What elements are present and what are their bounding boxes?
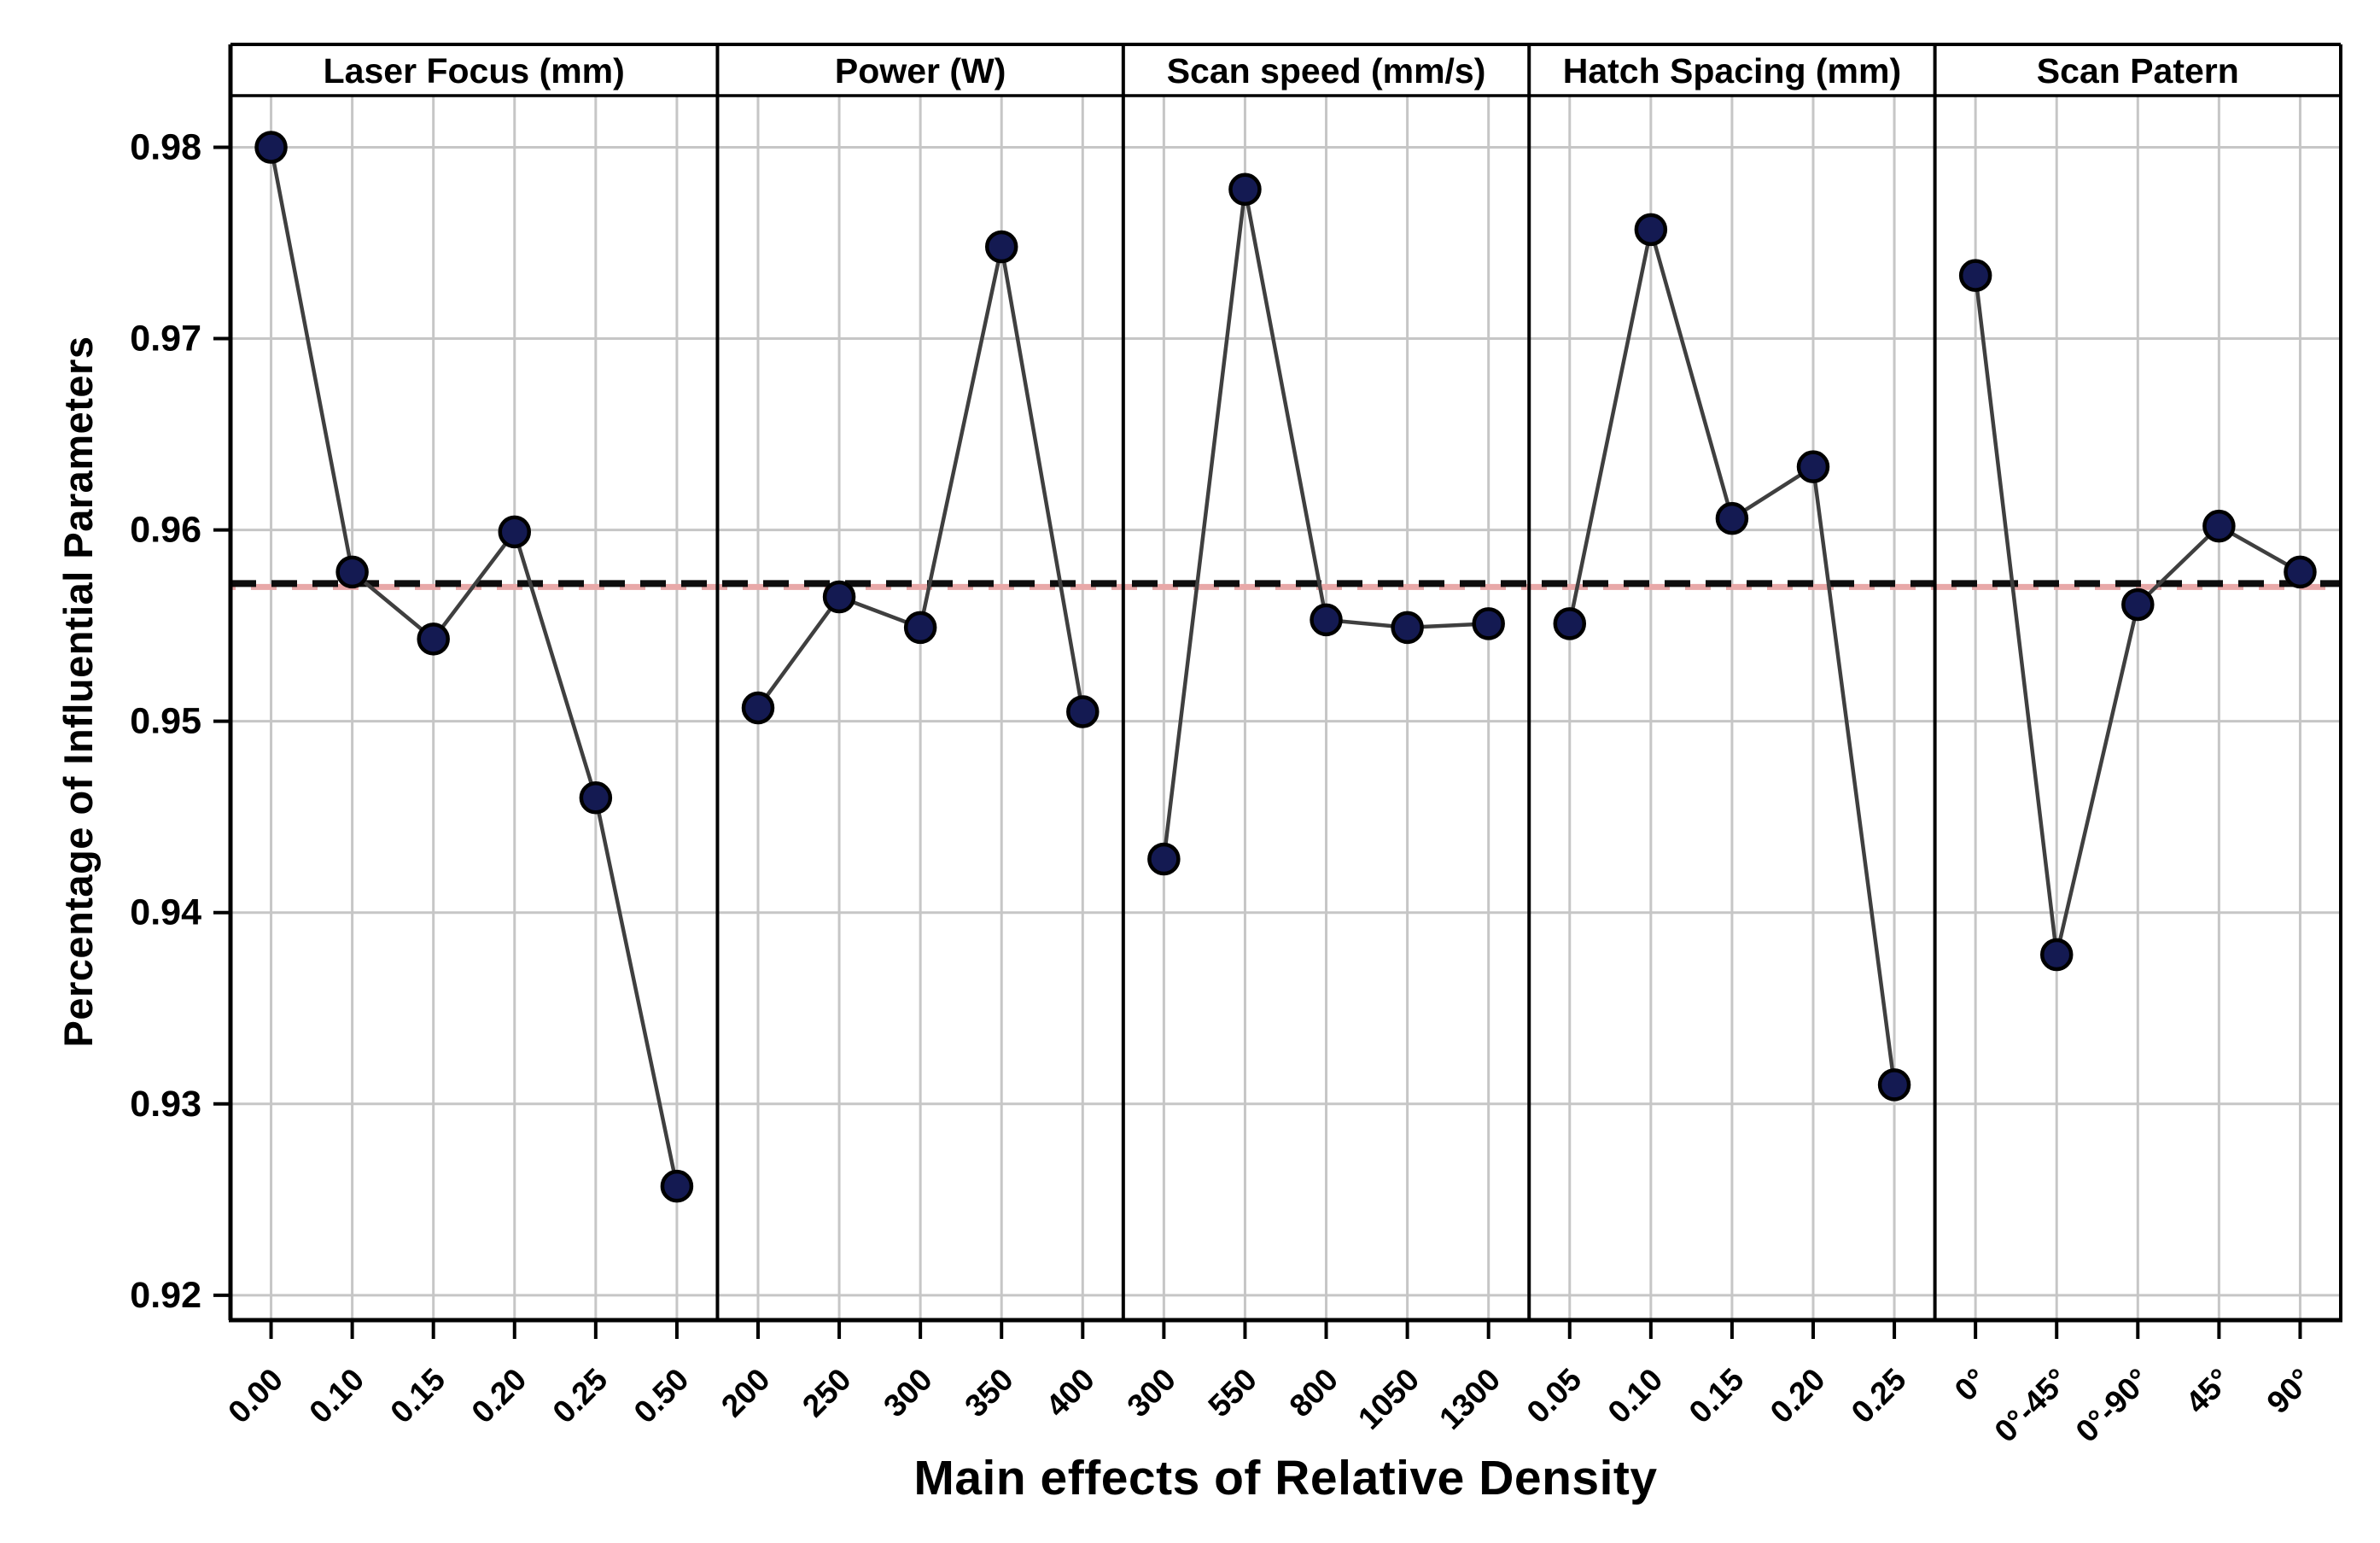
data-point (1147, 842, 1181, 876)
data-point (2202, 509, 2236, 543)
data-point (1958, 259, 1992, 292)
panel-header-label: Scan Patern (2037, 51, 2239, 91)
x-tick-label: 0.10 (1601, 1362, 1670, 1430)
data-point (2121, 587, 2155, 622)
x-tick-label: 350 (958, 1362, 1020, 1424)
y-tick-label: 0.96 (130, 510, 201, 551)
data-point (1228, 172, 1262, 207)
data-point (903, 611, 937, 645)
data-point (579, 781, 613, 815)
data-point (254, 131, 288, 164)
data-point (822, 580, 856, 614)
x-tick-label: 0.50 (627, 1362, 696, 1430)
data-point (1634, 213, 1668, 247)
data-point (2039, 938, 2074, 972)
x-tick-label: 0.25 (1845, 1362, 1913, 1430)
data-point (1310, 603, 1343, 637)
y-tick-label: 0.95 (130, 701, 201, 742)
x-tick-label: 0.20 (1764, 1362, 1832, 1430)
x-tick-label: 800 (1283, 1362, 1345, 1424)
data-point (1391, 611, 1424, 645)
x-tick-label: 0.00 (221, 1362, 289, 1430)
x-tick-label: 300 (877, 1362, 939, 1424)
data-point (1715, 501, 1749, 535)
data-point (1796, 450, 1830, 483)
panel-header-label: Hatch Spacing (mm) (1563, 51, 1901, 91)
panel-header-label: Power (W) (835, 51, 1006, 91)
x-tick-label: 0.05 (1520, 1362, 1589, 1430)
data-point (1553, 607, 1587, 640)
panel-header-label: Scan speed (mm/s) (1167, 51, 1486, 91)
data-point (660, 1169, 694, 1203)
x-tick-label: 0.15 (383, 1362, 452, 1430)
y-tick-label: 0.98 (130, 126, 201, 167)
data-point (1877, 1068, 1911, 1102)
x-tick-label: 1050 (1351, 1362, 1426, 1436)
x-tick-label: 0°-90° (2069, 1362, 2156, 1449)
y-tick-label: 0.93 (130, 1084, 201, 1125)
x-tick-label: 0.25 (546, 1362, 615, 1430)
x-tick-label: 90° (2260, 1362, 2319, 1421)
y-tick-label: 0.97 (130, 319, 201, 359)
y-axis-title: Percentage of Influential Parameters (55, 336, 101, 1048)
data-point (417, 622, 450, 656)
x-tick-label: 0° (1948, 1362, 1994, 1408)
x-tick-label: 45° (2179, 1362, 2237, 1421)
x-tick-label: 400 (1039, 1362, 1101, 1424)
y-tick-label: 0.94 (130, 892, 201, 933)
series-line (269, 147, 680, 1187)
x-axis-title: Main effects of Relative Density (913, 1451, 1658, 1505)
panel-header-label: Laser Focus (mm) (324, 51, 625, 91)
x-tick-label: 200 (715, 1362, 777, 1424)
data-point (498, 515, 532, 549)
x-tick-label: 0°-45° (1988, 1362, 2075, 1449)
data-point (984, 230, 1018, 264)
data-point (2284, 555, 2317, 589)
x-tick-label: 250 (796, 1362, 858, 1424)
data-point (1472, 607, 1505, 640)
x-tick-label: 550 (1201, 1362, 1263, 1424)
x-tick-label: 1300 (1432, 1362, 1507, 1436)
x-tick-label: 300 (1120, 1362, 1182, 1424)
x-tick-label: 0.15 (1683, 1362, 1751, 1430)
data-point (741, 691, 775, 725)
data-point (1066, 695, 1100, 728)
x-tick-label: 0.10 (302, 1362, 370, 1430)
data-point (335, 555, 369, 589)
x-tick-label: 0.20 (465, 1362, 534, 1430)
y-tick-label: 0.92 (130, 1275, 201, 1316)
